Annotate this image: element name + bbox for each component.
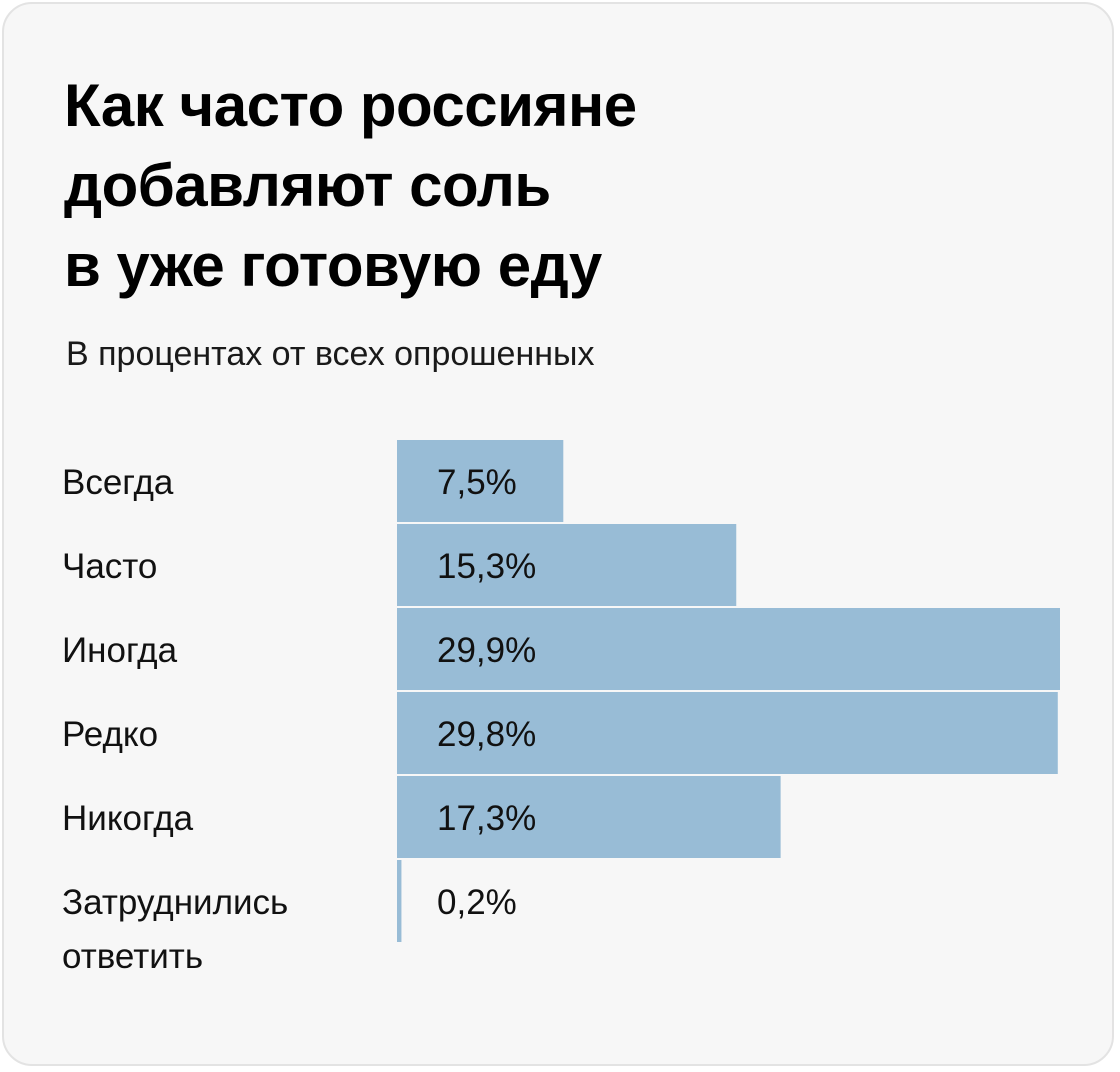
category-label-5: Никогда — [62, 799, 194, 838]
chart-title-line-2: добавляют соль — [64, 152, 551, 219]
chart-title-line-3: в уже готовую еду — [64, 232, 602, 299]
category-label-2-line-1: Часто — [62, 547, 157, 586]
chart-subtitle: В процентах от всех опрошенных — [66, 335, 595, 373]
value-label-4: 29,8% — [437, 715, 536, 754]
category-label-3-line-1: Иногда — [62, 631, 178, 670]
bar-1 — [397, 440, 564, 522]
category-label-6-line-1: Затруднились — [62, 883, 288, 922]
bar-2 — [397, 524, 737, 606]
category-label-6-line-2: ответить — [62, 937, 203, 976]
bar-3 — [397, 608, 1060, 690]
bar-5 — [397, 776, 781, 858]
chart-title: Как часто россияне добавляют соль в уже … — [64, 66, 637, 306]
value-label-2: 15,3% — [437, 547, 536, 586]
category-label-3: Иногда — [62, 631, 178, 670]
category-label-5-line-1: Никогда — [62, 799, 194, 838]
value-label-5: 17,3% — [437, 799, 536, 838]
category-label-6: Затруднились ответить — [62, 883, 288, 976]
category-label-1-line-1: Всегда — [62, 463, 174, 502]
category-label-2: Часто — [62, 547, 157, 586]
value-label-1: 7,5% — [437, 463, 517, 502]
category-label-4-line-1: Редко — [62, 715, 158, 754]
category-label-1: Всегда — [62, 463, 174, 502]
chart-title-line-1: Как часто россияне — [64, 72, 637, 139]
value-label-3: 29,9% — [437, 631, 536, 670]
bar-6 — [397, 860, 402, 942]
category-label-4: Редко — [62, 715, 158, 754]
bar-4 — [397, 692, 1058, 774]
value-label-6: 0,2% — [437, 883, 517, 922]
